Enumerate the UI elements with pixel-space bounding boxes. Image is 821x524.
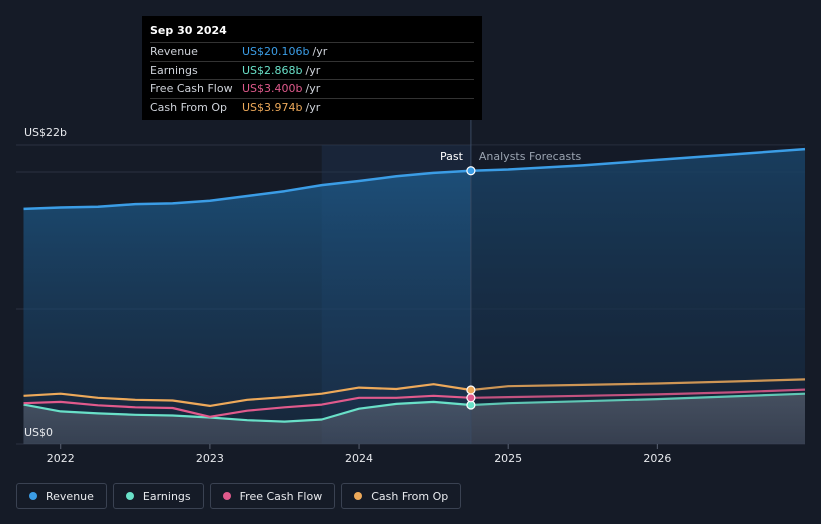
free-cash-flow-line-past	[23, 394, 471, 418]
tooltip-value: US$2.868b	[242, 63, 303, 77]
tooltip-unit: /yr	[305, 63, 321, 77]
tooltip-row-free-cash-flow: Free Cash Flow US$3.400b /yr	[150, 79, 474, 98]
tooltip-label: Earnings	[150, 63, 198, 77]
earnings-line-forecast	[470, 392, 806, 407]
x-axis-ticks: 2022 2023 2024 2025 2026	[47, 444, 671, 465]
tooltip: Sep 30 2024 Revenue US$20.106b /yr Earni…	[142, 16, 482, 120]
y-axis-bottom-label: US$0	[24, 426, 53, 439]
revenue-line-past	[23, 169, 471, 211]
chart-canvas: US$22b US$0 Past Analysts Forecasts 2022…	[16, 120, 806, 465]
earnings-area	[23, 393, 806, 444]
tooltip-label: Free Cash Flow	[150, 82, 233, 95]
x-tick-label: 2024	[345, 452, 373, 465]
free-cash-flow-line-forecast	[470, 388, 806, 399]
tooltip-label: Cash From Op	[150, 100, 228, 114]
legend-label: Cash From Op	[371, 489, 449, 503]
series-lines	[23, 147, 806, 423]
revenue-area	[23, 149, 806, 444]
x-tick-label: 2023	[196, 452, 224, 465]
x-tick-label: 2026	[643, 452, 671, 465]
legend-label: Earnings	[142, 489, 191, 503]
free-cash-flow-marker	[466, 393, 476, 403]
legend-label: Revenue	[46, 489, 94, 503]
legend-item-cash-from-op[interactable]: Cash From Op	[341, 483, 462, 509]
legend-dot-icon	[354, 492, 363, 500]
earnings-line-past	[23, 400, 471, 423]
x-tick-label: 2022	[47, 452, 75, 465]
cash-from-op-line-forecast	[470, 378, 806, 392]
past-label: Past	[440, 150, 464, 163]
cash-from-op-line-past	[23, 383, 472, 407]
forecast-label: Analysts Forecasts	[479, 150, 582, 163]
legend-item-earnings[interactable]: Earnings	[112, 483, 204, 509]
tooltip-value: US$3.400b	[242, 82, 303, 95]
legend-dot-icon	[222, 492, 231, 500]
cash-from-op-marker	[466, 385, 476, 395]
legend-item-free-cash-flow[interactable]: Free Cash Flow	[209, 483, 336, 509]
tooltip-value: US$3.974b	[242, 100, 303, 114]
tooltip-unit: /yr	[312, 45, 328, 58]
area-fills	[23, 145, 806, 444]
tooltip-row-revenue: Revenue US$20.106b /yr	[150, 42, 474, 61]
legend-dot-icon	[29, 492, 37, 500]
revenue-marker	[466, 166, 476, 176]
tooltip-row-earnings: Earnings US$2.868b /yr	[150, 60, 474, 80]
tooltip-unit: /yr	[305, 100, 321, 114]
series-markers	[466, 166, 476, 410]
y-axis-top-label: US$22b	[24, 126, 67, 139]
legend-dot-icon	[125, 492, 134, 500]
tooltip-label: Revenue	[150, 45, 198, 58]
legend-label: Free Cash Flow	[239, 489, 323, 503]
tooltip-row-cash-from-op: Cash From Op US$3.974b /yr	[150, 97, 474, 117]
tooltip-date: Sep 30 2024	[150, 24, 227, 37]
x-tick-label: 2025	[494, 452, 522, 465]
tooltip-unit: /yr	[305, 82, 321, 95]
tooltip-value: US$20.106b	[242, 45, 310, 58]
legend-item-revenue[interactable]: Revenue	[16, 483, 107, 509]
revenue-line-forecast	[470, 147, 806, 172]
legend: Revenue Earnings Free Cash Flow Cash Fro…	[16, 483, 462, 509]
